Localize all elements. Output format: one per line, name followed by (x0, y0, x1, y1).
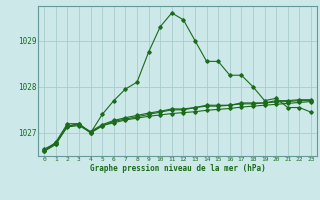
X-axis label: Graphe pression niveau de la mer (hPa): Graphe pression niveau de la mer (hPa) (90, 164, 266, 173)
